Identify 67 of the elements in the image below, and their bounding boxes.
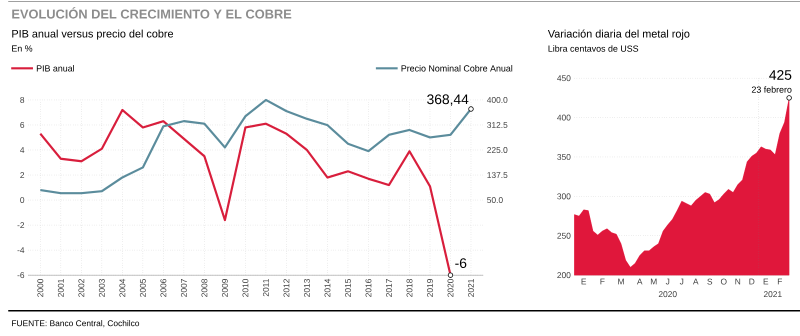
x-tick-label: F — [778, 278, 782, 285]
y-tick-label: 400 — [557, 114, 571, 121]
data-label: 425 — [769, 70, 792, 80]
y-tick-label: 200 — [557, 272, 571, 278]
x-tick-label: 2015 — [344, 279, 351, 298]
chart-title: EVOLUCIÓN DEL CRECIMIENTO Y EL COBRE — [12, 7, 292, 19]
x-tick-label: 2002 — [78, 279, 84, 298]
y-tick-label: 0 — [20, 197, 24, 204]
y-axis-title: Libra centavos de USS — [548, 45, 638, 52]
x-tick-label: J — [666, 278, 670, 285]
x-tick-label: 2000 — [37, 279, 44, 298]
x-tick-label: N — [735, 278, 740, 285]
chart-title: Variación diaria del metal rojo — [548, 30, 690, 40]
y-tick-label: 4 — [20, 147, 24, 154]
legend-label: PIB anual — [36, 65, 74, 72]
source-note: FUENTE: Banco Central, Cochilco — [12, 320, 140, 328]
x-tick-label: D — [749, 278, 754, 285]
x-tick-label: 2005 — [140, 279, 146, 298]
y-tick-label: 300 — [557, 194, 571, 200]
y2-tick-label: 400.0 — [486, 97, 508, 104]
x-tick-label: 2013 — [304, 279, 310, 298]
y-tick-label: -6 — [17, 272, 24, 278]
x-tick-label: 2018 — [406, 279, 412, 298]
x-tick-label: 2011 — [262, 279, 269, 296]
x-tick-label: 2014 — [324, 279, 330, 298]
data-label: -6 — [455, 258, 466, 268]
y2-tick-label: 225.0 — [487, 147, 508, 154]
y-tick-label: 450 — [557, 75, 571, 82]
x-tick-label: F — [600, 278, 605, 285]
y-tick-label: -4 — [17, 247, 24, 254]
x-tick-label: 2001 — [58, 279, 64, 298]
y2-tick-label: 50.0 — [487, 197, 503, 204]
y-tick-label: 8 — [20, 97, 24, 104]
y-tick-label: 350 — [557, 154, 571, 160]
y-tick-label: -2 — [17, 222, 24, 228]
x-tick-label: A — [636, 278, 642, 285]
x-tick-label: E — [764, 278, 768, 285]
y-tick-label: 6 — [20, 122, 24, 128]
x-tick-label: S — [707, 278, 712, 285]
x-tick-label: 2019 — [427, 279, 433, 298]
x-tick-label: 2012 — [283, 279, 290, 298]
y2-tick-label: 137.5 — [487, 172, 508, 178]
x-tick-label: 2010 — [242, 279, 248, 298]
x-tick-label: 2021 — [468, 279, 474, 298]
x-tick-label: 2003 — [98, 279, 105, 298]
annotation: 23 febrero — [752, 86, 792, 93]
x-tick-label: 2008 — [201, 279, 208, 298]
x-tick-label: O — [720, 278, 727, 285]
chart-subtitle: PIB anual versus precio del cobre — [12, 30, 174, 40]
x-tick-label: M — [618, 278, 624, 285]
legend-label: Precio Nominal Cobre Anual — [402, 65, 512, 72]
data-label: 368,44 — [427, 94, 468, 106]
x-tick-label: 2006 — [160, 279, 166, 298]
x-tick-label: A — [692, 278, 699, 285]
x-tick-label: 2009 — [222, 279, 228, 298]
x-tick-label: 2004 — [119, 279, 126, 298]
y-tick-label: 250 — [557, 233, 571, 239]
y2-tick-label: 312.5 — [487, 122, 508, 128]
x-tick-label: M — [650, 278, 657, 285]
y-tick-label: 2 — [20, 172, 24, 178]
x-tick-label: 2016 — [365, 279, 372, 298]
x-tick-label: 2007 — [180, 279, 187, 298]
x-tick-label: J — [680, 278, 684, 285]
x-tick-label: E — [582, 278, 586, 285]
x-tick-label: 2020 — [448, 279, 454, 298]
y-axis-title: En % — [12, 46, 32, 52]
x-tick-label: 2017 — [386, 279, 392, 298]
